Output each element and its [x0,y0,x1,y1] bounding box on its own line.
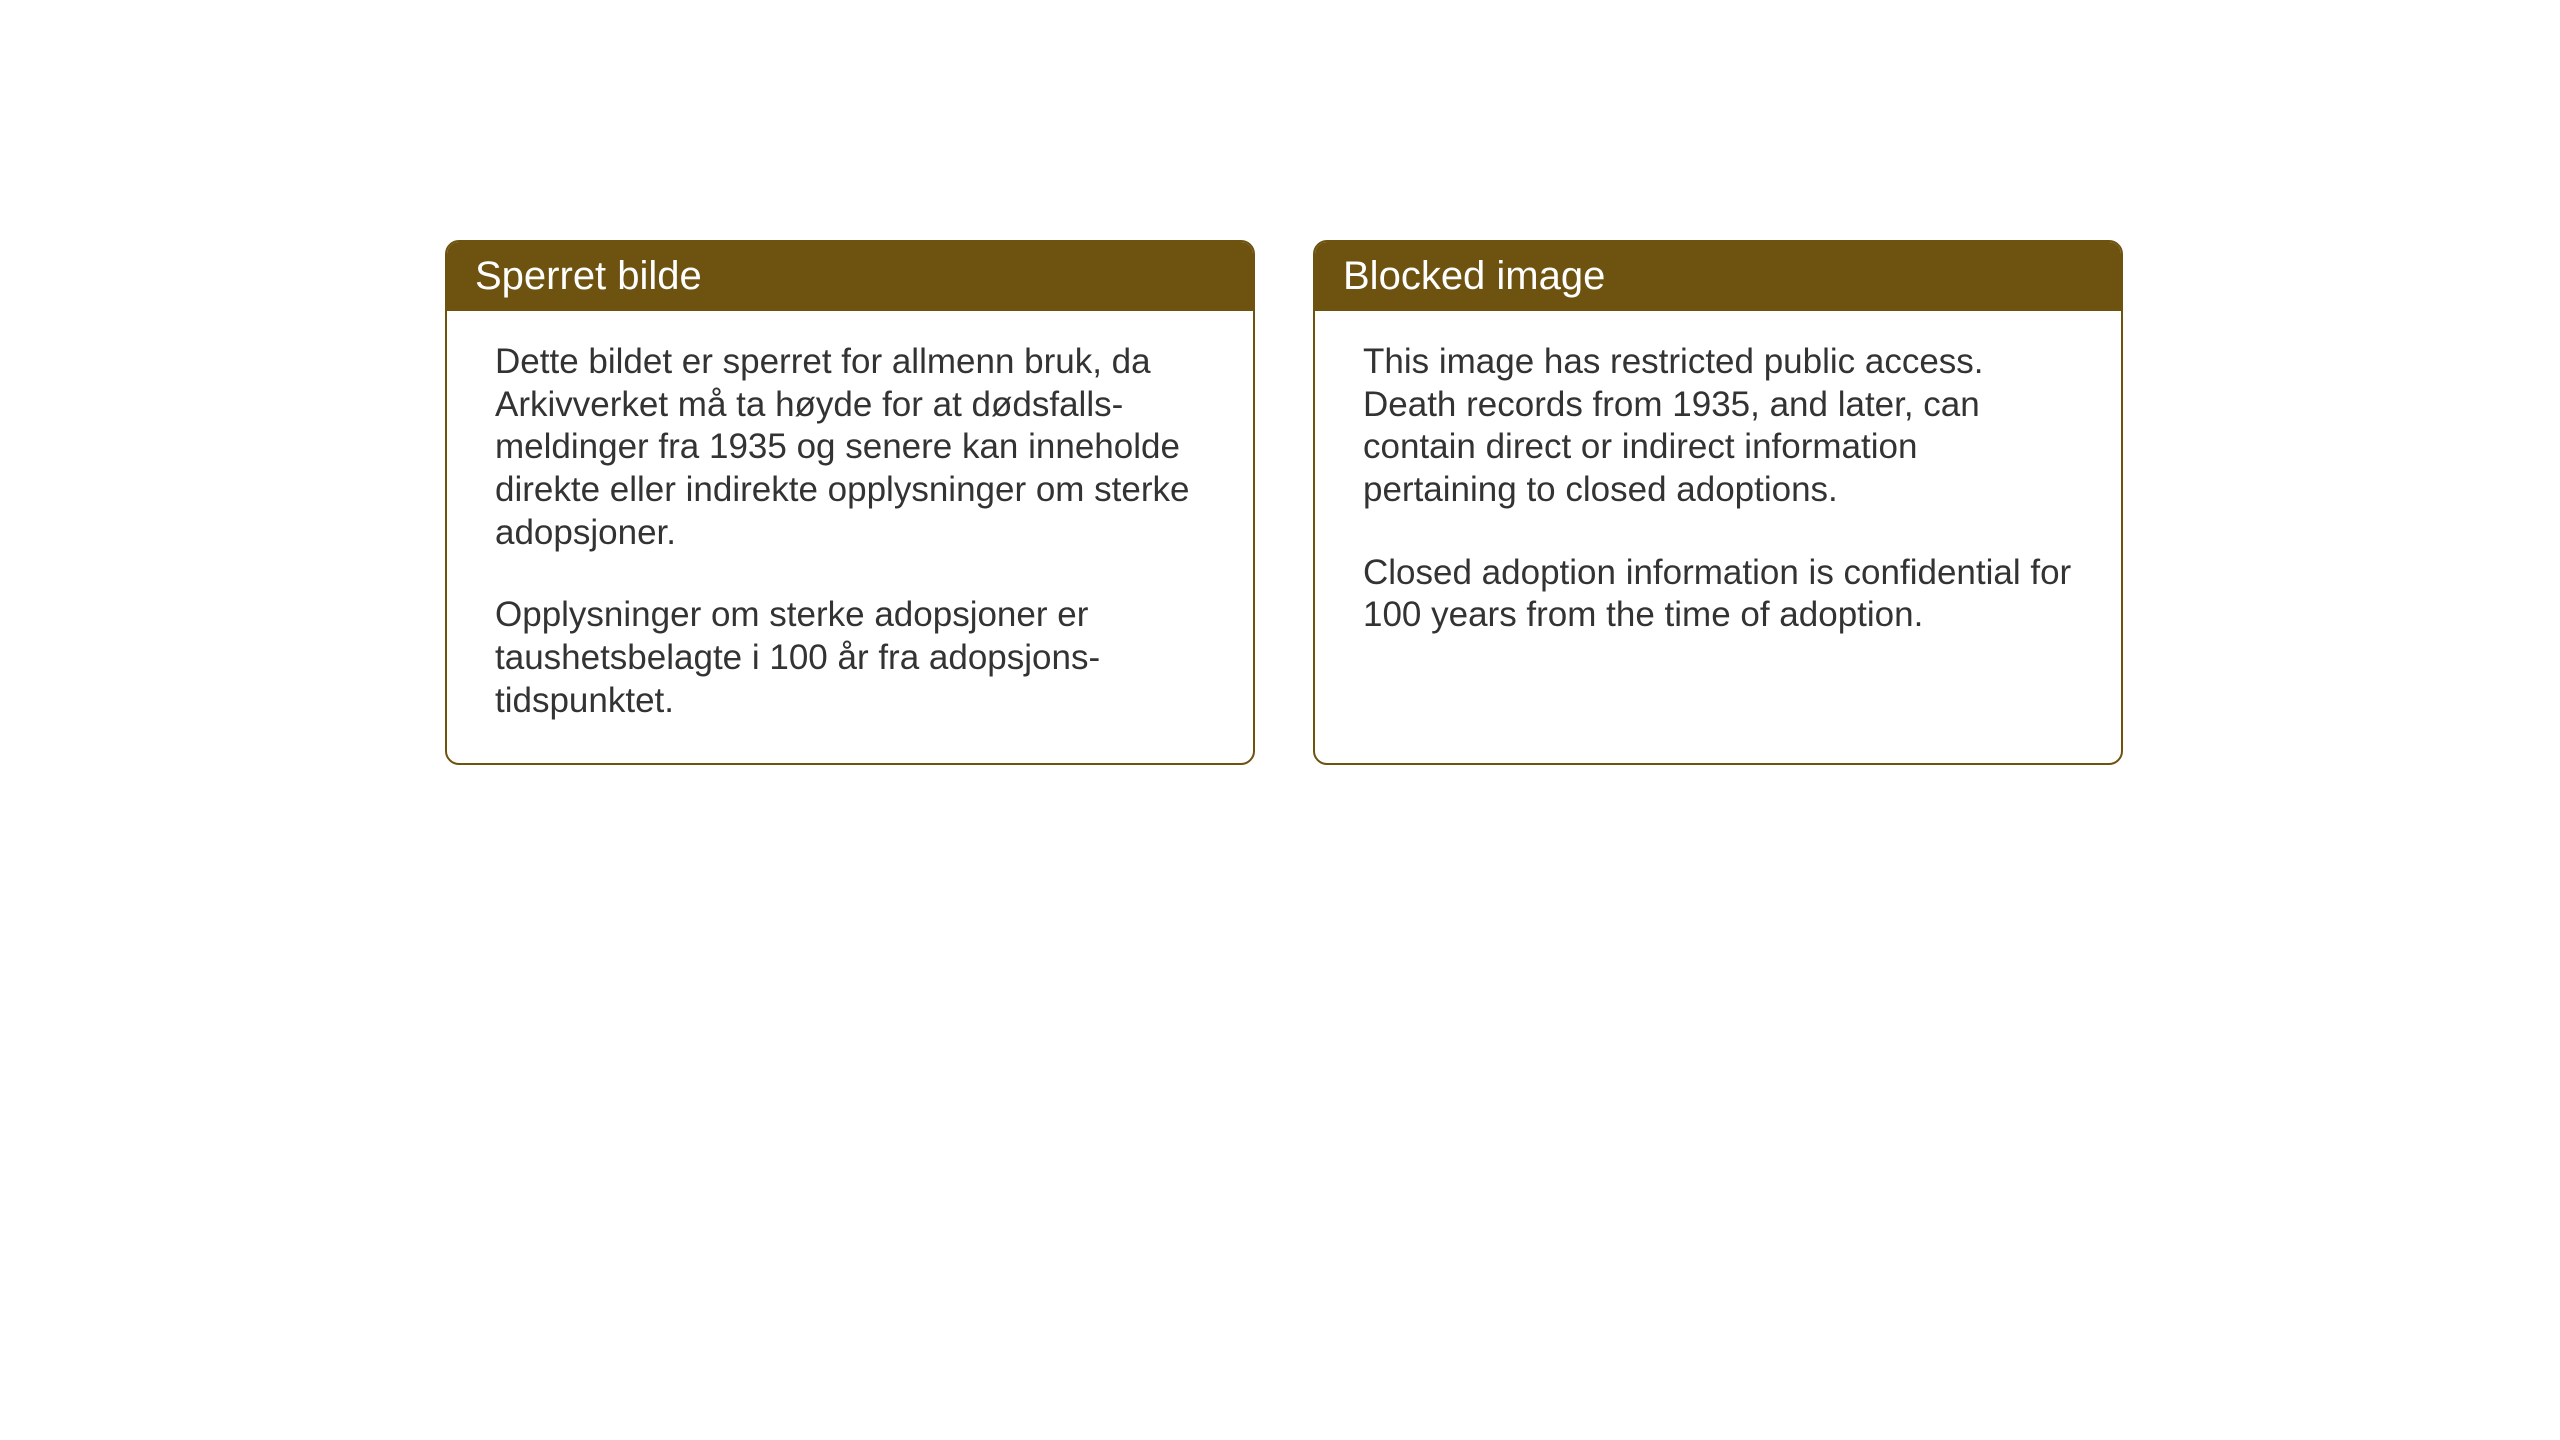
card-header-norwegian: Sperret bilde [447,242,1253,311]
card-title: Sperret bilde [475,254,702,298]
notice-card-norwegian: Sperret bilde Dette bildet er sperret fo… [445,240,1255,765]
notice-container: Sperret bilde Dette bildet er sperret fo… [445,240,2123,765]
card-body-english: This image has restricted public access.… [1315,311,2121,731]
notice-card-english: Blocked image This image has restricted … [1313,240,2123,765]
card-body-norwegian: Dette bildet er sperret for allmenn bruk… [447,311,1253,763]
card-paragraph: Opplysninger om sterke adopsjoner er tau… [495,594,1205,722]
card-header-english: Blocked image [1315,242,2121,311]
card-title: Blocked image [1343,254,1605,298]
card-paragraph: Closed adoption information is confident… [1363,552,2073,637]
card-paragraph: This image has restricted public access.… [1363,341,2073,512]
card-paragraph: Dette bildet er sperret for allmenn bruk… [495,341,1205,554]
